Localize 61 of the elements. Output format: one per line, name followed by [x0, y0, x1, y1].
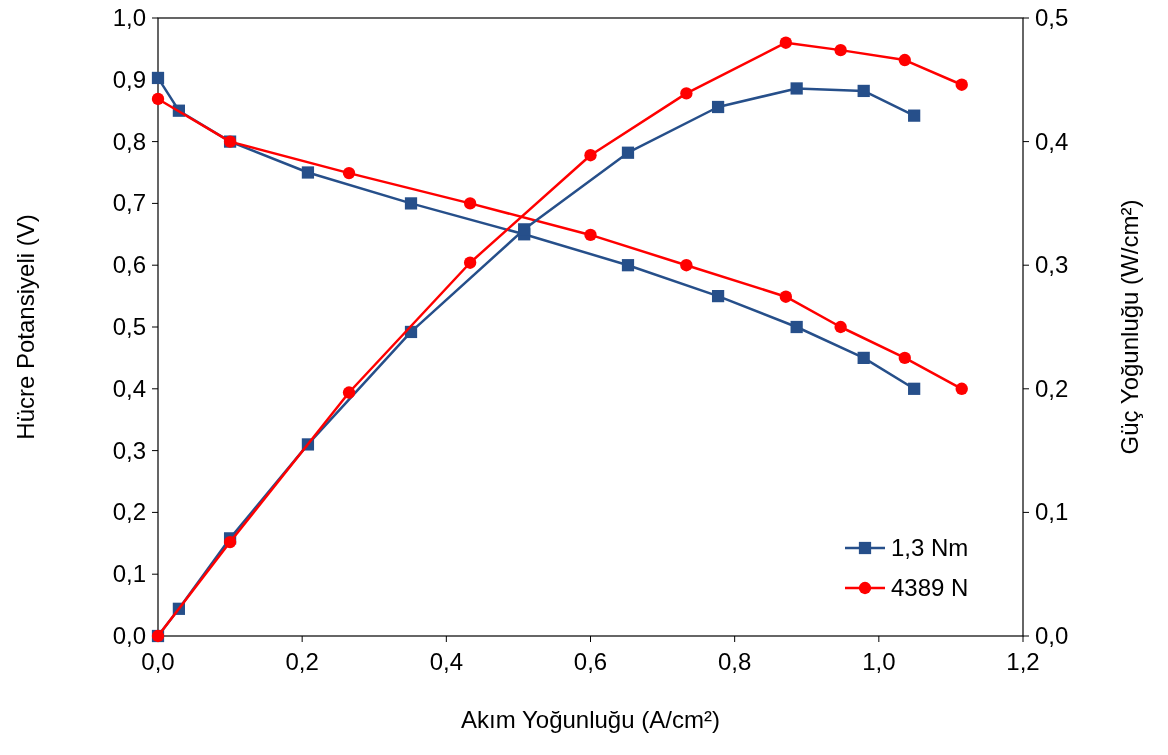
x-tick-label: 1,0: [862, 648, 896, 675]
point: [342, 386, 356, 399]
point: [955, 78, 968, 91]
y2-axis-title: Güç Yoğunluğu (W/cm²): [1116, 199, 1143, 455]
point: [898, 351, 911, 365]
x-tick-label: 0,0: [141, 648, 175, 675]
point: [151, 92, 165, 106]
point: [790, 82, 803, 95]
y-tick-label: 0,7: [112, 189, 146, 217]
y-tick-label: 0,6: [112, 251, 146, 279]
point: [857, 351, 870, 365]
point: [908, 382, 921, 395]
point: [342, 166, 356, 180]
point: [584, 149, 597, 162]
point: [223, 535, 237, 549]
point: [834, 320, 847, 334]
legend-label: 1,3 Nm: [891, 534, 969, 561]
y2-tick-label: 0,1: [1035, 498, 1069, 526]
x-tick-label: 0,6: [573, 648, 608, 675]
point: [834, 43, 847, 57]
y-tick-label: 0,0: [112, 622, 146, 649]
point: [518, 223, 531, 236]
legend-label: 4389 N: [891, 574, 969, 601]
point: [790, 320, 803, 334]
point: [779, 36, 793, 49]
point: [404, 197, 418, 210]
y2-tick-label: 0,5: [1035, 4, 1069, 31]
x-tick-label: 0,2: [285, 648, 319, 675]
point: [463, 197, 477, 210]
y-tick-label: 0,3: [112, 436, 146, 464]
y-tick-label: 0,1: [112, 560, 146, 588]
y2-tick-label: 0,4: [1035, 127, 1069, 155]
y-tick-label: 1,0: [112, 4, 146, 31]
point: [301, 166, 315, 179]
y-tick-label: 0,4: [112, 374, 146, 402]
point: [584, 228, 597, 242]
y-tick-label: 0,9: [112, 65, 146, 93]
point: [955, 382, 968, 395]
point: [711, 100, 725, 114]
point: [898, 53, 911, 67]
x-tick-label: 0,4: [429, 648, 464, 675]
point: [857, 84, 870, 98]
y-tick-label: 0,2: [112, 498, 146, 526]
point: [908, 109, 921, 122]
y2-tick-label: 0,3: [1035, 251, 1069, 279]
y-axis-title: Hücre Potansiyeli (V): [12, 214, 39, 440]
y2-tick-label: 0,0: [1035, 622, 1069, 649]
x-tick-label: 0,8: [717, 648, 752, 675]
x-tick-label: 1,2: [1006, 648, 1040, 675]
point: [463, 256, 477, 269]
point: [779, 290, 793, 303]
y-tick-label: 0,5: [112, 313, 146, 340]
point: [680, 87, 693, 100]
point: [711, 289, 725, 303]
y2-tick-label: 0,2: [1035, 374, 1069, 402]
point: [621, 259, 635, 272]
x-axis-title: Akım Yoğunluğu (A/cm²): [461, 706, 720, 733]
point: [621, 146, 635, 159]
point: [680, 259, 693, 272]
y-tick-label: 0,8: [112, 127, 146, 155]
point: [151, 71, 165, 85]
